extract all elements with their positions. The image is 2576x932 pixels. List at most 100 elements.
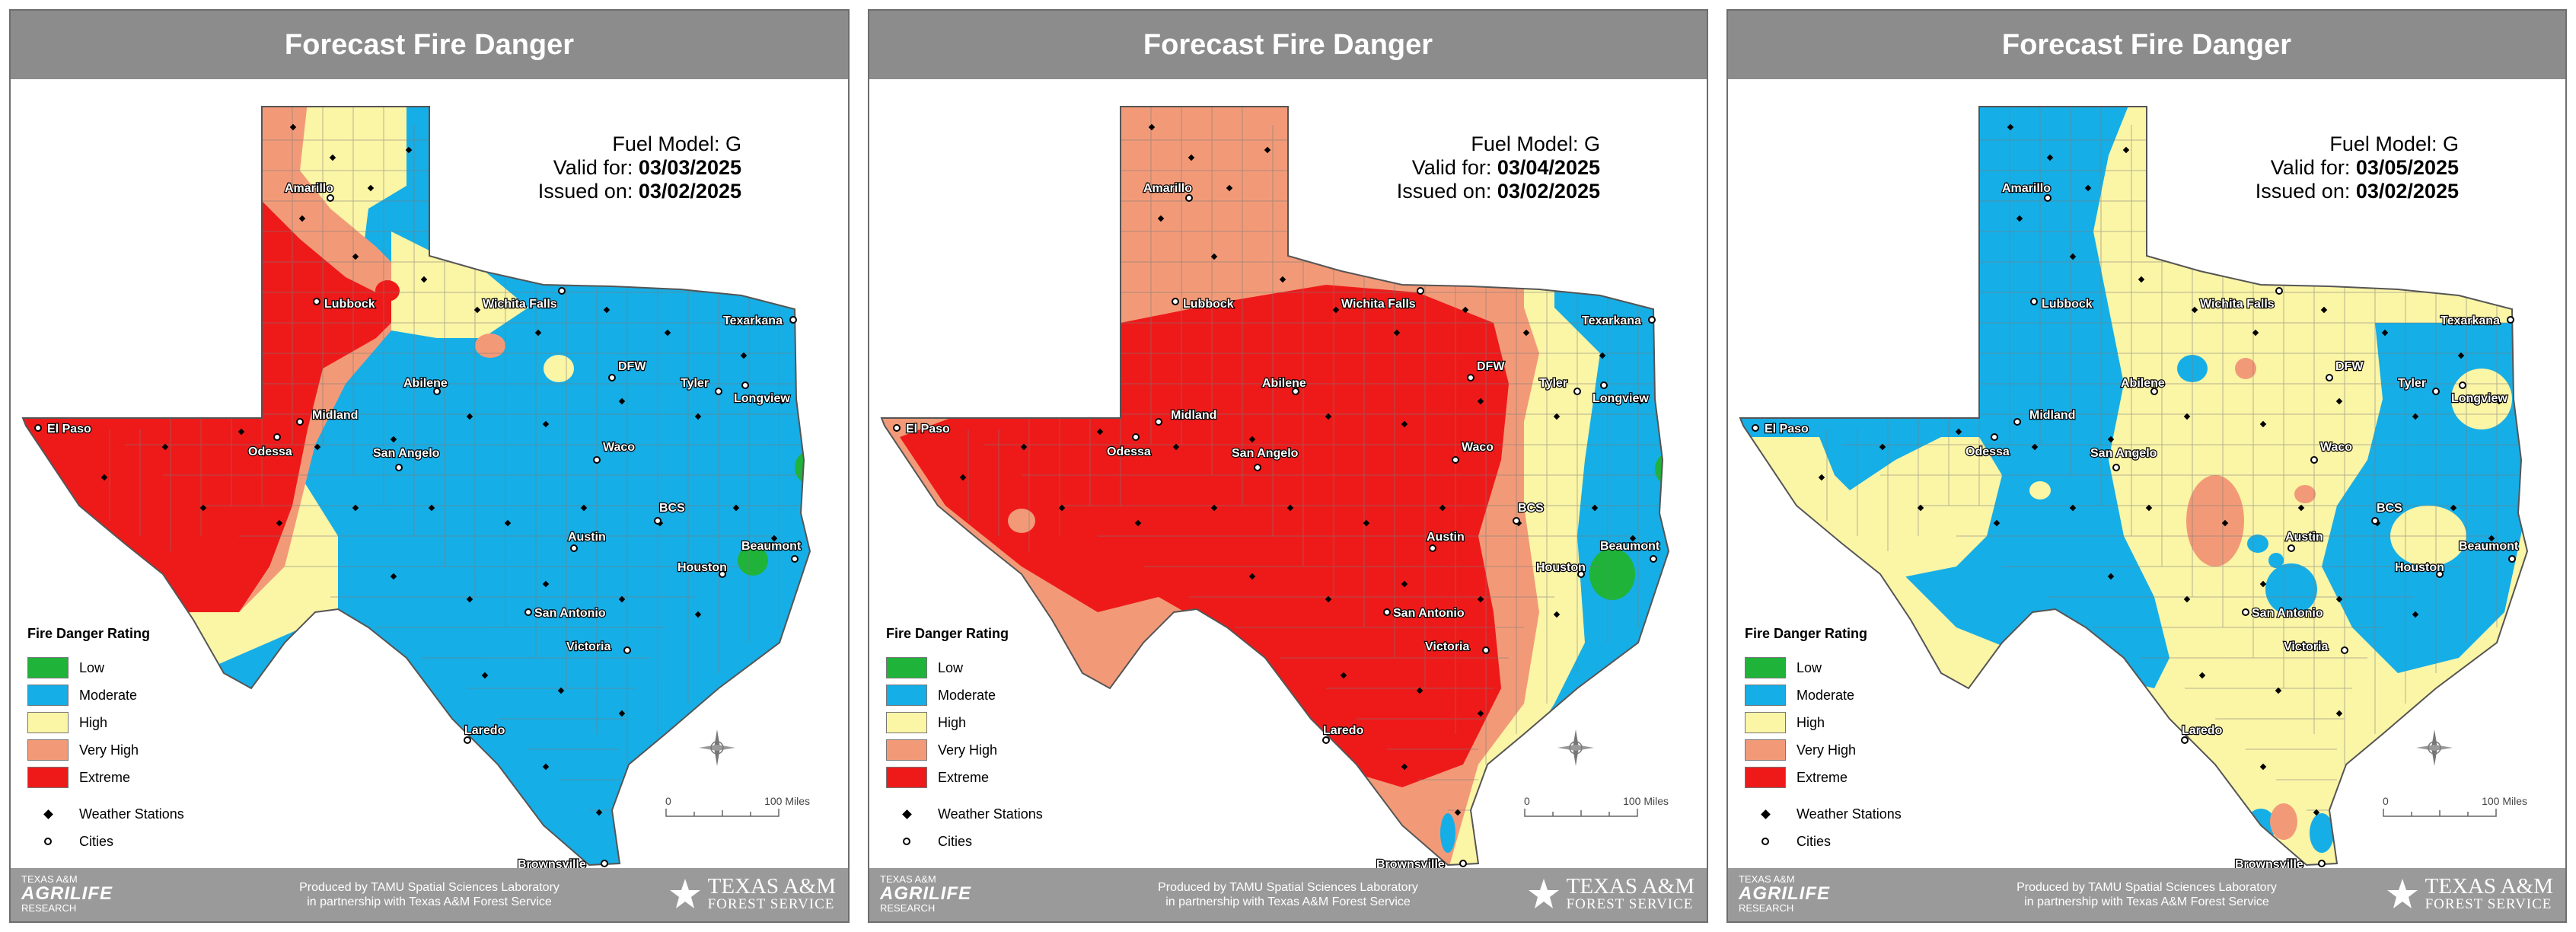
city-label-waco: Waco bbox=[2320, 441, 2352, 454]
star-logo-icon bbox=[1528, 878, 1559, 908]
city-label-beaumont: Beaumont bbox=[2459, 540, 2519, 553]
forecast-panel-day3: Forecast Fire Danger bbox=[1726, 9, 2567, 923]
city-markers bbox=[893, 194, 1657, 867]
legend-moderate-label: Moderate bbox=[1797, 687, 1855, 703]
city-label-bcs: BCS bbox=[659, 502, 685, 515]
city-label-austin: Austin bbox=[1427, 531, 1465, 544]
city-label-midland: Midland bbox=[312, 409, 358, 422]
station-diamond-icon bbox=[43, 809, 53, 819]
agrilife-logo: TEXAS A&M AGRILIFE RESEARCH bbox=[21, 873, 113, 914]
city-labels: Amarillo Lubbock Wichita Falls Texarkana… bbox=[905, 181, 1661, 871]
city-label-abilene: Abilene bbox=[1262, 377, 1306, 390]
swatch-extreme bbox=[886, 767, 927, 788]
city-label-waco: Waco bbox=[603, 441, 635, 454]
legend-stations-label: Weather Stations bbox=[938, 806, 1043, 822]
panel-footer: TEXAS A&M AGRILIFE RESEARCH Produced by TA… bbox=[11, 868, 848, 921]
forecast-panel-day2: Forecast Fire Danger bbox=[868, 9, 1708, 923]
legend-title: Fire Danger Rating bbox=[886, 626, 1009, 641]
city-label-austin: Austin bbox=[568, 531, 606, 544]
scale-max: 100 Miles bbox=[1623, 795, 1669, 807]
city-labels: Amarillo Lubbock Wichita Falls Texarkana… bbox=[1764, 181, 2520, 871]
city-label-tyler: Tyler bbox=[681, 377, 709, 390]
fuel-model-label: Fuel Model: bbox=[1471, 132, 1579, 155]
city-label-brownsville: Brownsville bbox=[518, 858, 586, 871]
city-label-midland: Midland bbox=[1171, 409, 1216, 422]
city-label-beaumont: Beaumont bbox=[741, 540, 802, 553]
city-label-san-antonio: San Antonio bbox=[1393, 607, 1465, 620]
scale-zero: 0 bbox=[1524, 795, 1530, 807]
city-label-bcs: BCS bbox=[1518, 502, 1544, 515]
city-label-san-angelo: San Angelo bbox=[1232, 447, 1299, 460]
compass-rose-icon bbox=[699, 729, 735, 766]
valid-for-label: Valid for: bbox=[553, 156, 633, 179]
legend: Fire Danger Rating Low Moderate High Ver… bbox=[27, 626, 184, 855]
issued-date: 03/02/2025 bbox=[1497, 180, 1600, 203]
swatch-high bbox=[27, 712, 69, 733]
legend: Fire Danger Rating Low Moderate High Ver… bbox=[886, 626, 1043, 855]
footer-credit-line2: in partnership with Texas A&M Forest Ser… bbox=[2024, 895, 2269, 908]
compass-rose-icon bbox=[1557, 729, 1594, 766]
valid-date: 03/04/2025 bbox=[1497, 156, 1600, 179]
legend-very-high-label: Very High bbox=[79, 742, 139, 758]
issued-on-label: Issued on: bbox=[1396, 180, 1492, 203]
city-label-brownsville: Brownsville bbox=[1376, 858, 1445, 871]
city-label-laredo: Laredo bbox=[2182, 724, 2223, 737]
forest-service-logo: TEXAS A&M FOREST SERVICE bbox=[2386, 876, 2553, 911]
swatch-moderate bbox=[27, 685, 69, 706]
panel-footer: TEXAS A&M AGRILIFE RESEARCH Produced by TA… bbox=[869, 868, 1707, 921]
texas-fire-danger-map: Amarillo Lubbock Wichita Falls Texarkana… bbox=[880, 106, 1670, 871]
footer-credit-line2: in partnership with Texas A&M Forest Ser… bbox=[1165, 895, 1411, 908]
city-label-lubbock: Lubbock bbox=[2042, 298, 2093, 311]
legend-low-label: Low bbox=[79, 659, 105, 675]
footer-credit-line2: in partnership with Texas A&M Forest Ser… bbox=[307, 895, 552, 908]
city-label-longview: Longview bbox=[1592, 392, 1649, 405]
city-label-midland: Midland bbox=[2029, 409, 2075, 422]
texas-fire-danger-map: Amarillo Lubbock Wichita Falls Texarkana… bbox=[1739, 106, 2529, 871]
city-ring-icon bbox=[1761, 838, 1769, 845]
city-label-beaumont: Beaumont bbox=[1600, 540, 1660, 553]
city-label-victoria: Victoria bbox=[2284, 640, 2329, 653]
city-label-dfw: DFW bbox=[618, 360, 646, 373]
swatch-low bbox=[1745, 657, 1786, 678]
swatch-low bbox=[27, 657, 69, 678]
forecast-info: Fuel Model: G Valid for: 03/04/2025 Issu… bbox=[1397, 132, 1600, 203]
city-label-dfw: DFW bbox=[1477, 360, 1505, 373]
legend-high-label: High bbox=[79, 714, 108, 730]
city-label-victoria: Victoria bbox=[566, 640, 611, 653]
agrilife-logo: TEXAS A&M AGRILIFE RESEARCH bbox=[880, 873, 971, 914]
city-label-abilene: Abilene bbox=[403, 377, 448, 390]
swatch-low bbox=[886, 657, 927, 678]
city-label-austin: Austin bbox=[2285, 531, 2323, 544]
city-label-bcs: BCS bbox=[2377, 502, 2402, 515]
city-labels: Amarillo Lubbock Wichita Falls Texarkana… bbox=[46, 181, 802, 871]
city-label-lubbock: Lubbock bbox=[1183, 298, 1234, 311]
city-label-laredo: Laredo bbox=[1323, 724, 1364, 737]
legend-high-label: High bbox=[1797, 714, 1825, 730]
texas-fire-danger-map: Amarillo Lubbock Wichita Falls Texarkana… bbox=[21, 106, 811, 871]
city-label-odessa: Odessa bbox=[248, 445, 292, 458]
legend-extreme-label: Extreme bbox=[1797, 769, 1848, 785]
footer-credit-line1: Produced by TAMU Spatial Sciences Labora… bbox=[1158, 881, 1418, 894]
city-label-amarillo: Amarillo bbox=[285, 182, 333, 195]
city-label-san-angelo: San Angelo bbox=[2090, 447, 2157, 460]
legend-cities-label: Cities bbox=[79, 833, 114, 849]
city-label-san-antonio: San Antonio bbox=[534, 607, 606, 620]
forecast-info: Fuel Model: G Valid for: 03/03/2025 Issu… bbox=[538, 132, 741, 203]
forecast-info: Fuel Model: G Valid for: 03/05/2025 Issu… bbox=[2256, 132, 2459, 203]
city-label-brownsville: Brownsville bbox=[2235, 858, 2303, 871]
footer-credit-line1: Produced by TAMU Spatial Sciences Labora… bbox=[299, 881, 560, 894]
scale-max: 100 Miles bbox=[2482, 795, 2527, 807]
city-label-waco: Waco bbox=[1462, 441, 1494, 454]
legend-title: Fire Danger Rating bbox=[27, 626, 151, 641]
valid-date: 03/05/2025 bbox=[2355, 156, 2459, 179]
city-label-tyler: Tyler bbox=[2398, 377, 2426, 390]
panel-title: Forecast Fire Danger bbox=[1728, 11, 2565, 79]
fuel-model-label: Fuel Model: bbox=[2329, 132, 2437, 155]
city-label-longview: Longview bbox=[2451, 392, 2507, 405]
star-logo-icon bbox=[2386, 878, 2418, 908]
legend-very-high-label: Very High bbox=[938, 742, 998, 758]
city-label-amarillo: Amarillo bbox=[2002, 182, 2051, 195]
legend-high-label: High bbox=[938, 714, 967, 730]
compass-rose-icon bbox=[2416, 729, 2453, 766]
city-ring-icon bbox=[903, 838, 910, 845]
